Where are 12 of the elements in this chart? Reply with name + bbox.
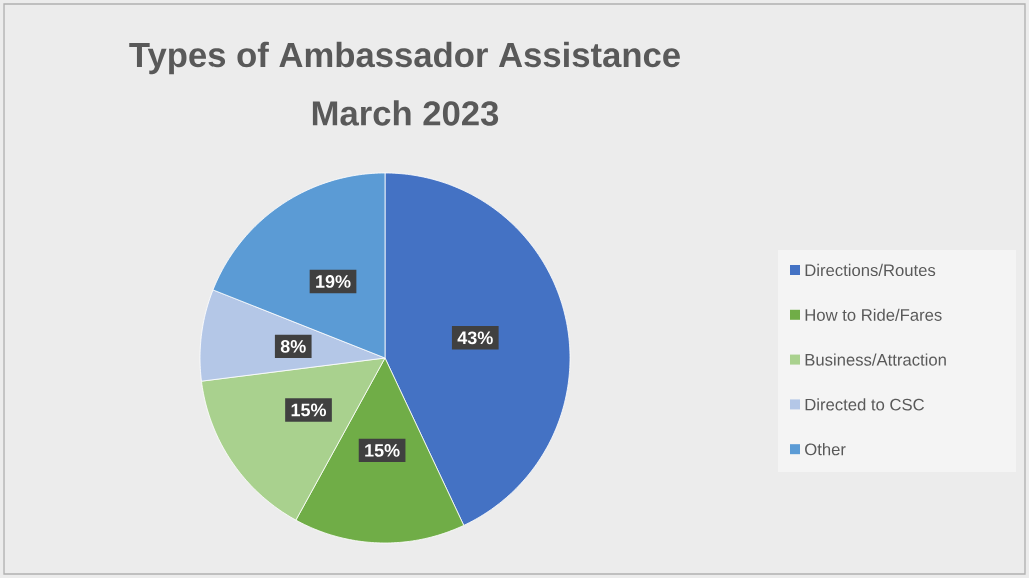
chart-subtitle: March 2023: [312, 100, 499, 126]
data-label: 8%: [280, 340, 306, 353]
data-label: 15%: [291, 403, 327, 417]
legend-label: Directions/Routes: [805, 263, 936, 277]
data-label: 19%: [316, 275, 351, 288]
legend-label: Business/Attraction: [805, 353, 946, 366]
data-label: 43%: [457, 331, 493, 345]
legend-label: How to Ride/Fares: [805, 308, 942, 321]
legend-label: Directed to CSC: [805, 398, 925, 411]
data-label: 15%: [365, 444, 400, 457]
legend-label: Other: [805, 443, 846, 456]
chart-title: Types of Ambassador Assistance: [129, 41, 680, 75]
